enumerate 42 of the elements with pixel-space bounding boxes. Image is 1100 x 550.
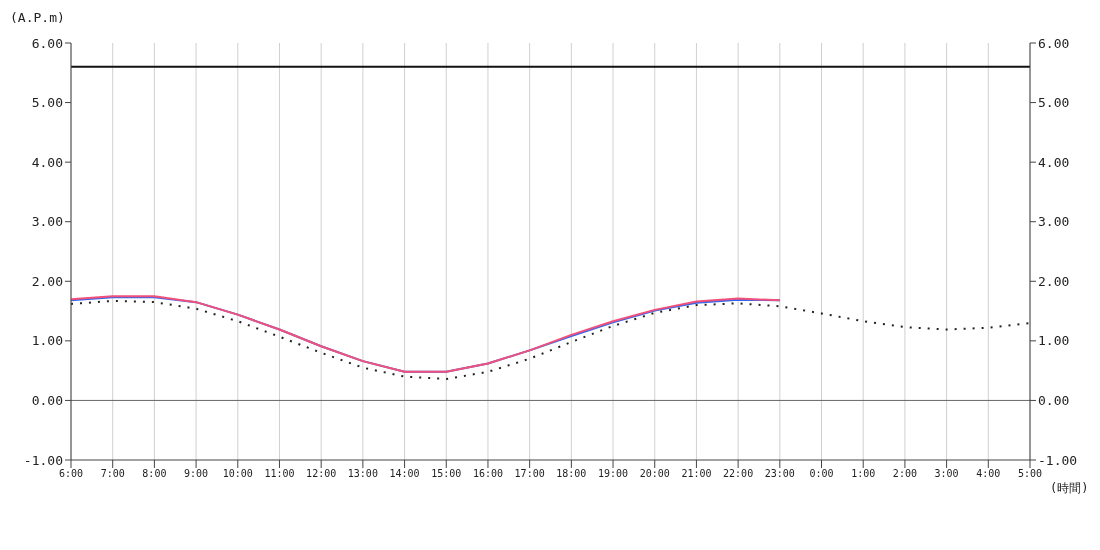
x-tick-label: 12:00 (306, 468, 337, 480)
x-tick-label: 11:00 (264, 468, 295, 480)
y2-tick-label: 4.00 (1038, 154, 1070, 170)
x-tick-label: 1:00 (851, 468, 876, 480)
x-tick-label: 22:00 (723, 468, 754, 480)
x-axis-title: (時間) (1050, 480, 1089, 497)
y-tick-label: 6.00 (31, 35, 63, 51)
y2-tick-label: 1.00 (1038, 333, 1070, 349)
x-tick-label: 8:00 (142, 468, 167, 480)
x-tick-label: 17:00 (514, 468, 545, 480)
x-tick-label: 4:00 (976, 468, 1001, 480)
x-tick-label: 3:00 (934, 468, 959, 480)
x-tick-label: 5:00 (1017, 468, 1043, 480)
x-tick-label: 15:00 (431, 468, 462, 480)
y-tick-label: 1.00 (31, 333, 63, 349)
x-tick-label: 19:00 (597, 468, 629, 480)
x-tick-label: 6:00 (58, 468, 84, 480)
y-tick-label: -1.00 (23, 452, 63, 468)
y-tick-label: 2.00 (31, 273, 63, 289)
y-tick-label: 4.00 (31, 154, 63, 170)
y2-tick-label: 0.00 (1038, 393, 1070, 409)
y2-tick-label: 2.00 (1038, 273, 1070, 289)
y2-tick-label: 6.00 (1038, 35, 1070, 51)
x-tick-label: 0:00 (809, 468, 834, 480)
x-tick-label: 7:00 (100, 468, 125, 480)
x-tick-label: 9:00 (184, 468, 209, 480)
y-tick-label: 0.00 (31, 393, 63, 409)
x-tick-label: 2:00 (892, 468, 917, 480)
x-tick-label: 14:00 (389, 468, 420, 480)
y-axis-title: (A.P.m) (10, 10, 65, 25)
y2-tick-label: 5.00 (1038, 95, 1070, 111)
y-tick-label: 3.00 (31, 214, 63, 230)
x-tick-label: 16:00 (472, 468, 504, 480)
y2-tick-label: 3.00 (1038, 214, 1070, 230)
x-tick-label: 20:00 (639, 468, 670, 480)
x-tick-label: 21:00 (681, 468, 712, 480)
x-tick-label: 23:00 (764, 468, 795, 480)
y2-tick-label: -1.00 (1038, 452, 1078, 468)
x-tick-label: 18:00 (556, 468, 587, 480)
x-tick-label: 13:00 (347, 468, 378, 480)
y-tick-label: 5.00 (31, 95, 63, 111)
x-tick-label: 10:00 (222, 468, 253, 480)
